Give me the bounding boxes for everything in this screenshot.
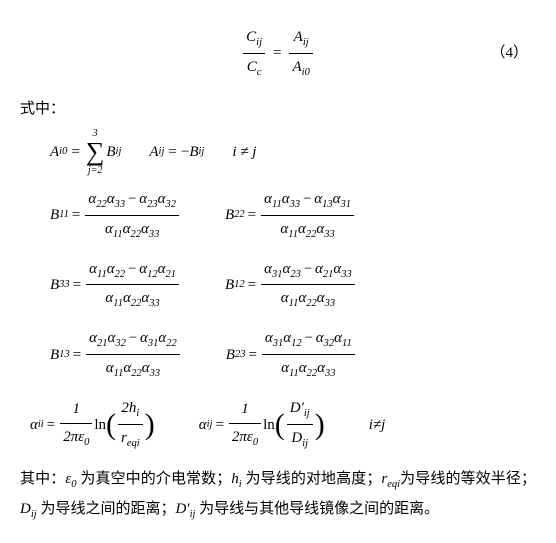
explanation-paragraph: 其中：ε0 为真空中的介电常数；hi 为导线的对地高度；reqi为导线的等效半径…: [20, 465, 536, 525]
where-label: 式中：: [20, 96, 536, 123]
eq-B13-B23: B13= α21α32−α31α22 α11α22α33 B23= α31α12…: [50, 325, 536, 385]
eq-B33-B12: B33= α11α22−α12α21 α11α22α33 B12= α31α23…: [50, 256, 536, 316]
equation-number: （4）: [490, 40, 528, 67]
eq-A: Ai0 = 3 ∑ j=2 Bij Aij = − Bij i ≠ j: [50, 129, 536, 176]
equation-4: Cij Cc = Aij Ai0 （4）: [20, 24, 536, 84]
eq-alpha: αii= 1 2πε0 ln ( 2hi reqi ) αij= 1 2πε0 …: [30, 395, 536, 455]
eq-B11-B22: B11= α22α33−α23α32 α11α22α33 B22= α11α33…: [50, 186, 536, 246]
